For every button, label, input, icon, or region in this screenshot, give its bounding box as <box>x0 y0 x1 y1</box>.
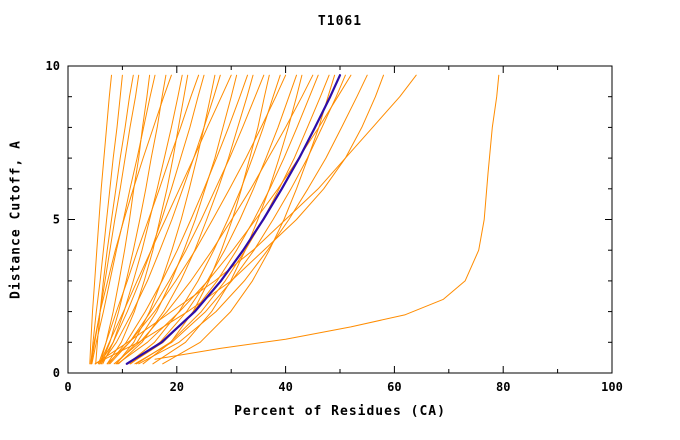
model-29 <box>134 74 346 365</box>
best-model-highlight <box>125 74 342 365</box>
model-17 <box>108 74 248 365</box>
model-25 <box>113 74 314 365</box>
y-tick-label: 5 <box>53 213 60 227</box>
model-12 <box>99 74 205 365</box>
model-13 <box>115 74 216 365</box>
x-tick-label: 100 <box>601 380 623 394</box>
model-16 <box>115 74 238 365</box>
x-tick-label: 60 <box>387 380 401 394</box>
x-tick-label: 40 <box>278 380 292 394</box>
x-tick-label: 20 <box>170 380 184 394</box>
model-07 <box>100 74 167 365</box>
model-01 <box>89 74 112 365</box>
model-11 <box>98 74 200 365</box>
model-28 <box>162 74 336 365</box>
model-08 <box>90 74 172 365</box>
model-23 <box>130 74 297 365</box>
model-19 <box>109 74 265 365</box>
model-31 <box>138 74 368 365</box>
model-15 <box>99 74 232 365</box>
x-axis-label: Percent of Residues (CA) <box>234 404 446 419</box>
model-05 <box>99 74 151 365</box>
model-34 <box>154 74 500 360</box>
y-tick-label: 10 <box>46 59 60 73</box>
x-tick-label: 80 <box>496 380 510 394</box>
model-30 <box>117 74 352 365</box>
model-02 <box>90 74 123 365</box>
model-32 <box>94 74 384 365</box>
model-03 <box>95 74 134 365</box>
x-tick-label: 0 <box>64 380 71 394</box>
model-10 <box>106 74 189 365</box>
model-14 <box>100 74 221 365</box>
y-tick-label: 0 <box>53 366 60 380</box>
chart-title: T1061 <box>317 14 363 29</box>
model-33 <box>94 74 417 365</box>
model-22 <box>106 74 287 365</box>
model-20 <box>142 74 270 365</box>
model-09 <box>102 74 183 365</box>
